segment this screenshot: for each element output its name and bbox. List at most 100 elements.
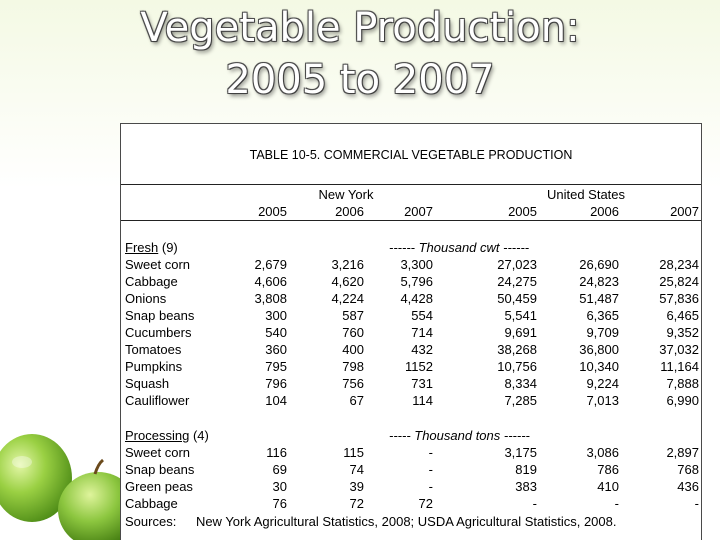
table-cell: 768 bbox=[677, 462, 699, 477]
year-us-2007: 2007 bbox=[670, 204, 699, 219]
table-cell: 7,013 bbox=[586, 393, 619, 408]
apple-left bbox=[0, 434, 72, 522]
table-cell: 115 bbox=[343, 445, 364, 460]
table-cell: 10,340 bbox=[579, 359, 619, 374]
row-label: Cauliflower bbox=[125, 393, 190, 408]
title-line-1: Vegetable Production: bbox=[140, 5, 580, 51]
table-cell: 6,365 bbox=[586, 308, 619, 323]
table-cell: 714 bbox=[411, 325, 433, 340]
apple-right bbox=[58, 472, 138, 540]
row-label: Green peas bbox=[125, 479, 193, 494]
table-cell: 760 bbox=[342, 325, 364, 340]
table-cell: 8,334 bbox=[504, 376, 537, 391]
table-cell: 2,679 bbox=[254, 257, 287, 272]
apple-highlight bbox=[12, 456, 32, 468]
table-cell: 30 bbox=[272, 479, 287, 494]
header-rule-top bbox=[121, 184, 701, 185]
row-label: Pumpkins bbox=[125, 359, 183, 374]
table-cell: 51,487 bbox=[579, 291, 619, 306]
table-cell: 554 bbox=[411, 308, 433, 323]
table-cell: 410 bbox=[597, 479, 619, 494]
table-cell: 4,224 bbox=[331, 291, 364, 306]
table-cell: - bbox=[694, 496, 699, 511]
row-label: Cabbage bbox=[125, 496, 178, 511]
table-cell: 3,300 bbox=[400, 257, 433, 272]
row-label: Squash bbox=[125, 376, 170, 391]
table-cell: 104 bbox=[265, 393, 287, 408]
table-cell: - bbox=[532, 496, 537, 511]
table-cell: 67 bbox=[349, 393, 364, 408]
table-cell: 11,164 bbox=[660, 359, 699, 374]
table-cell: 7,285 bbox=[504, 393, 537, 408]
table-cell: 9,709 bbox=[586, 325, 619, 340]
table-cell: 9,352 bbox=[666, 325, 699, 340]
table-cell: 5,796 bbox=[400, 274, 433, 289]
table-cell: 6,990 bbox=[666, 393, 699, 408]
table-cell: 116 bbox=[266, 445, 287, 460]
row-label: Onions bbox=[125, 291, 167, 306]
table-cell: 731 bbox=[411, 376, 433, 391]
sources-line: Sources: New York Agricultural Statistic… bbox=[125, 513, 616, 530]
fresh-label: Fresh bbox=[125, 240, 159, 255]
table-cell: 27,023 bbox=[497, 257, 537, 272]
slide-title: Vegetable Production: 2005 to 2007 bbox=[0, 2, 720, 106]
title-line-2: 2005 to 2007 bbox=[225, 57, 495, 103]
table-cell: 1152 bbox=[405, 359, 433, 374]
sources-text: New York Agricultural Statistics, 2008; … bbox=[195, 514, 617, 529]
table-cell: 400 bbox=[342, 342, 364, 357]
table-cell: 39 bbox=[349, 479, 364, 494]
group-header-new-york: New York bbox=[318, 187, 374, 202]
table-cell: 5,541 bbox=[504, 308, 537, 323]
table-cell: 383 bbox=[515, 479, 537, 494]
year-us-2005: 2005 bbox=[508, 204, 537, 219]
table-cell: 300 bbox=[265, 308, 287, 323]
row-label: Snap beans bbox=[125, 462, 195, 477]
table-cell: 4,428 bbox=[400, 291, 433, 306]
table-cell: 37,032 bbox=[659, 342, 699, 357]
table-cell: 24,275 bbox=[497, 274, 537, 289]
table-cell: 6,465 bbox=[666, 308, 699, 323]
table-cell: 4,620 bbox=[331, 274, 364, 289]
table-cell: 3,808 bbox=[254, 291, 287, 306]
table-cell: - bbox=[428, 445, 433, 460]
row-label: Sweet corn bbox=[125, 257, 191, 272]
table-cell: 796 bbox=[265, 376, 287, 391]
year-ny-2006: 2006 bbox=[335, 204, 364, 219]
green-apples-image bbox=[0, 434, 138, 540]
table-cell: 57,836 bbox=[659, 291, 699, 306]
table-cell: 786 bbox=[597, 462, 619, 477]
table-caption: TABLE 10-5. COMMERCIAL VEGETABLE PRODUCT… bbox=[249, 148, 573, 162]
table-cell: 9,691 bbox=[504, 325, 537, 340]
table-cell: 3,086 bbox=[586, 445, 619, 460]
table-cell: 72 bbox=[418, 496, 433, 511]
table-cell: - bbox=[428, 479, 433, 494]
group-header-united-states: United States bbox=[546, 187, 626, 202]
table-cell: 360 bbox=[265, 342, 287, 357]
table-cell: 24,823 bbox=[579, 274, 619, 289]
fresh-note: (9) bbox=[161, 240, 178, 255]
table-cell: 72 bbox=[349, 496, 364, 511]
table-cell: 69 bbox=[272, 462, 287, 477]
table-cell: 38,268 bbox=[497, 342, 537, 357]
row-label: Tomatoes bbox=[125, 342, 182, 357]
table-cell: 74 bbox=[349, 462, 364, 477]
table-cell: 432 bbox=[411, 342, 433, 357]
row-label: Sweet corn bbox=[125, 445, 191, 460]
table-cell: 4,606 bbox=[254, 274, 287, 289]
table-cell: 819 bbox=[515, 462, 537, 477]
table-cell: 540 bbox=[265, 325, 287, 340]
processing-unit: ----- Thousand tons ------ bbox=[389, 428, 530, 443]
processing-label: Processing bbox=[125, 428, 190, 443]
sources-label: Sources: bbox=[125, 514, 177, 529]
table-cell: 756 bbox=[342, 376, 364, 391]
processing-note: (4) bbox=[192, 428, 209, 443]
year-ny-2005: 2005 bbox=[258, 204, 287, 219]
apple-stem bbox=[93, 458, 104, 475]
table-cell: 50,459 bbox=[497, 291, 537, 306]
table-cell: 3,216 bbox=[331, 257, 364, 272]
year-ny-2007: 2007 bbox=[404, 204, 433, 219]
row-label: Cucumbers bbox=[125, 325, 192, 340]
table-cell: 36,800 bbox=[579, 342, 619, 357]
table-cell: 26,690 bbox=[579, 257, 619, 272]
row-label: Snap beans bbox=[125, 308, 195, 323]
